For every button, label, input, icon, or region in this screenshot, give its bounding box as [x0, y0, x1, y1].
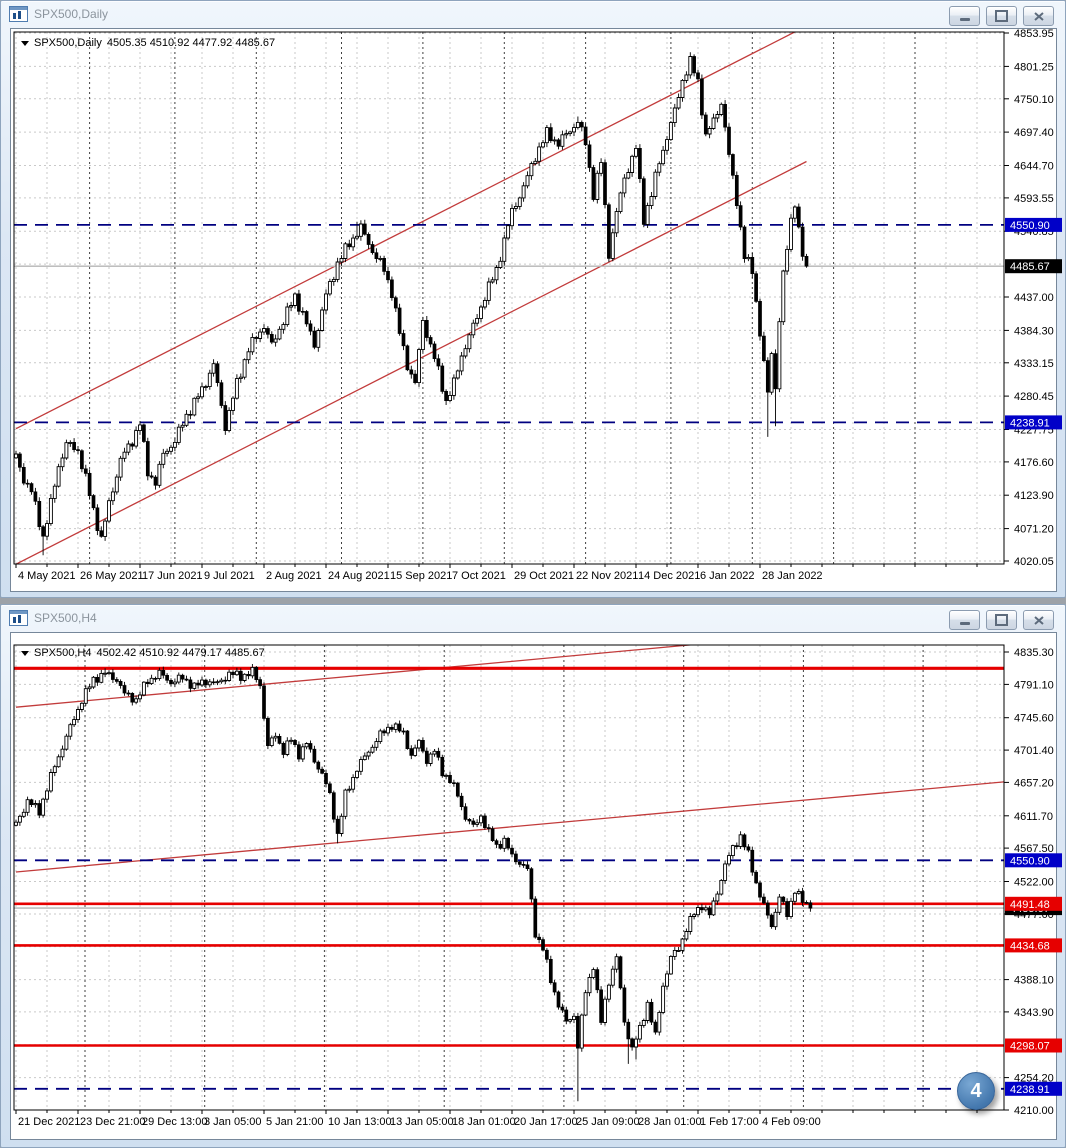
close-icon [1033, 615, 1044, 625]
minimize-icon [959, 17, 970, 21]
close-icon [1033, 11, 1044, 21]
restore-button[interactable] [986, 610, 1017, 630]
chart-window-h4: SPX500,H4 [0, 604, 1066, 1148]
restore-icon [995, 10, 1008, 22]
chart-canvas-h4[interactable] [10, 632, 1057, 1140]
chart-icon [9, 609, 28, 626]
minimize-icon [959, 621, 970, 625]
step-4-badge-label: 4 [970, 1079, 982, 1102]
symbol-dropdown-icon[interactable] [21, 40, 29, 46]
close-button[interactable] [1023, 6, 1054, 26]
chart-legend-h4: SPX500,H4 4502.42 4510.92 4479.17 4485.6… [21, 647, 265, 659]
close-button[interactable] [1023, 610, 1054, 630]
chart-legend-daily: SPX500,Daily 4505.35 4510.92 4477.92 448… [21, 37, 275, 49]
symbol-dropdown-icon[interactable] [21, 650, 29, 656]
window-title-daily: SPX500,Daily [34, 6, 109, 21]
window-title-h4: SPX500,H4 [34, 610, 97, 625]
titlebar-daily[interactable]: SPX500,Daily [1, 1, 1065, 26]
titlebar-h4[interactable]: SPX500,H4 [1, 605, 1065, 630]
legend-symbol: SPX500,Daily [34, 37, 102, 49]
legend-ohlc: 4505.35 4510.92 4477.92 4485.67 [106, 37, 276, 49]
minimize-button[interactable] [949, 610, 980, 630]
minimize-button[interactable] [949, 6, 980, 26]
chart-icon [9, 5, 28, 22]
restore-button[interactable] [986, 6, 1017, 26]
step-4-badge: 4 [957, 1072, 995, 1110]
chart-canvas-daily[interactable] [10, 28, 1057, 592]
restore-icon [995, 614, 1008, 626]
chart-window-daily: SPX500,Daily [0, 0, 1066, 598]
legend-ohlc: 4502.42 4510.92 4479.17 4485.67 [96, 647, 265, 659]
legend-symbol: SPX500,H4 [34, 647, 92, 659]
